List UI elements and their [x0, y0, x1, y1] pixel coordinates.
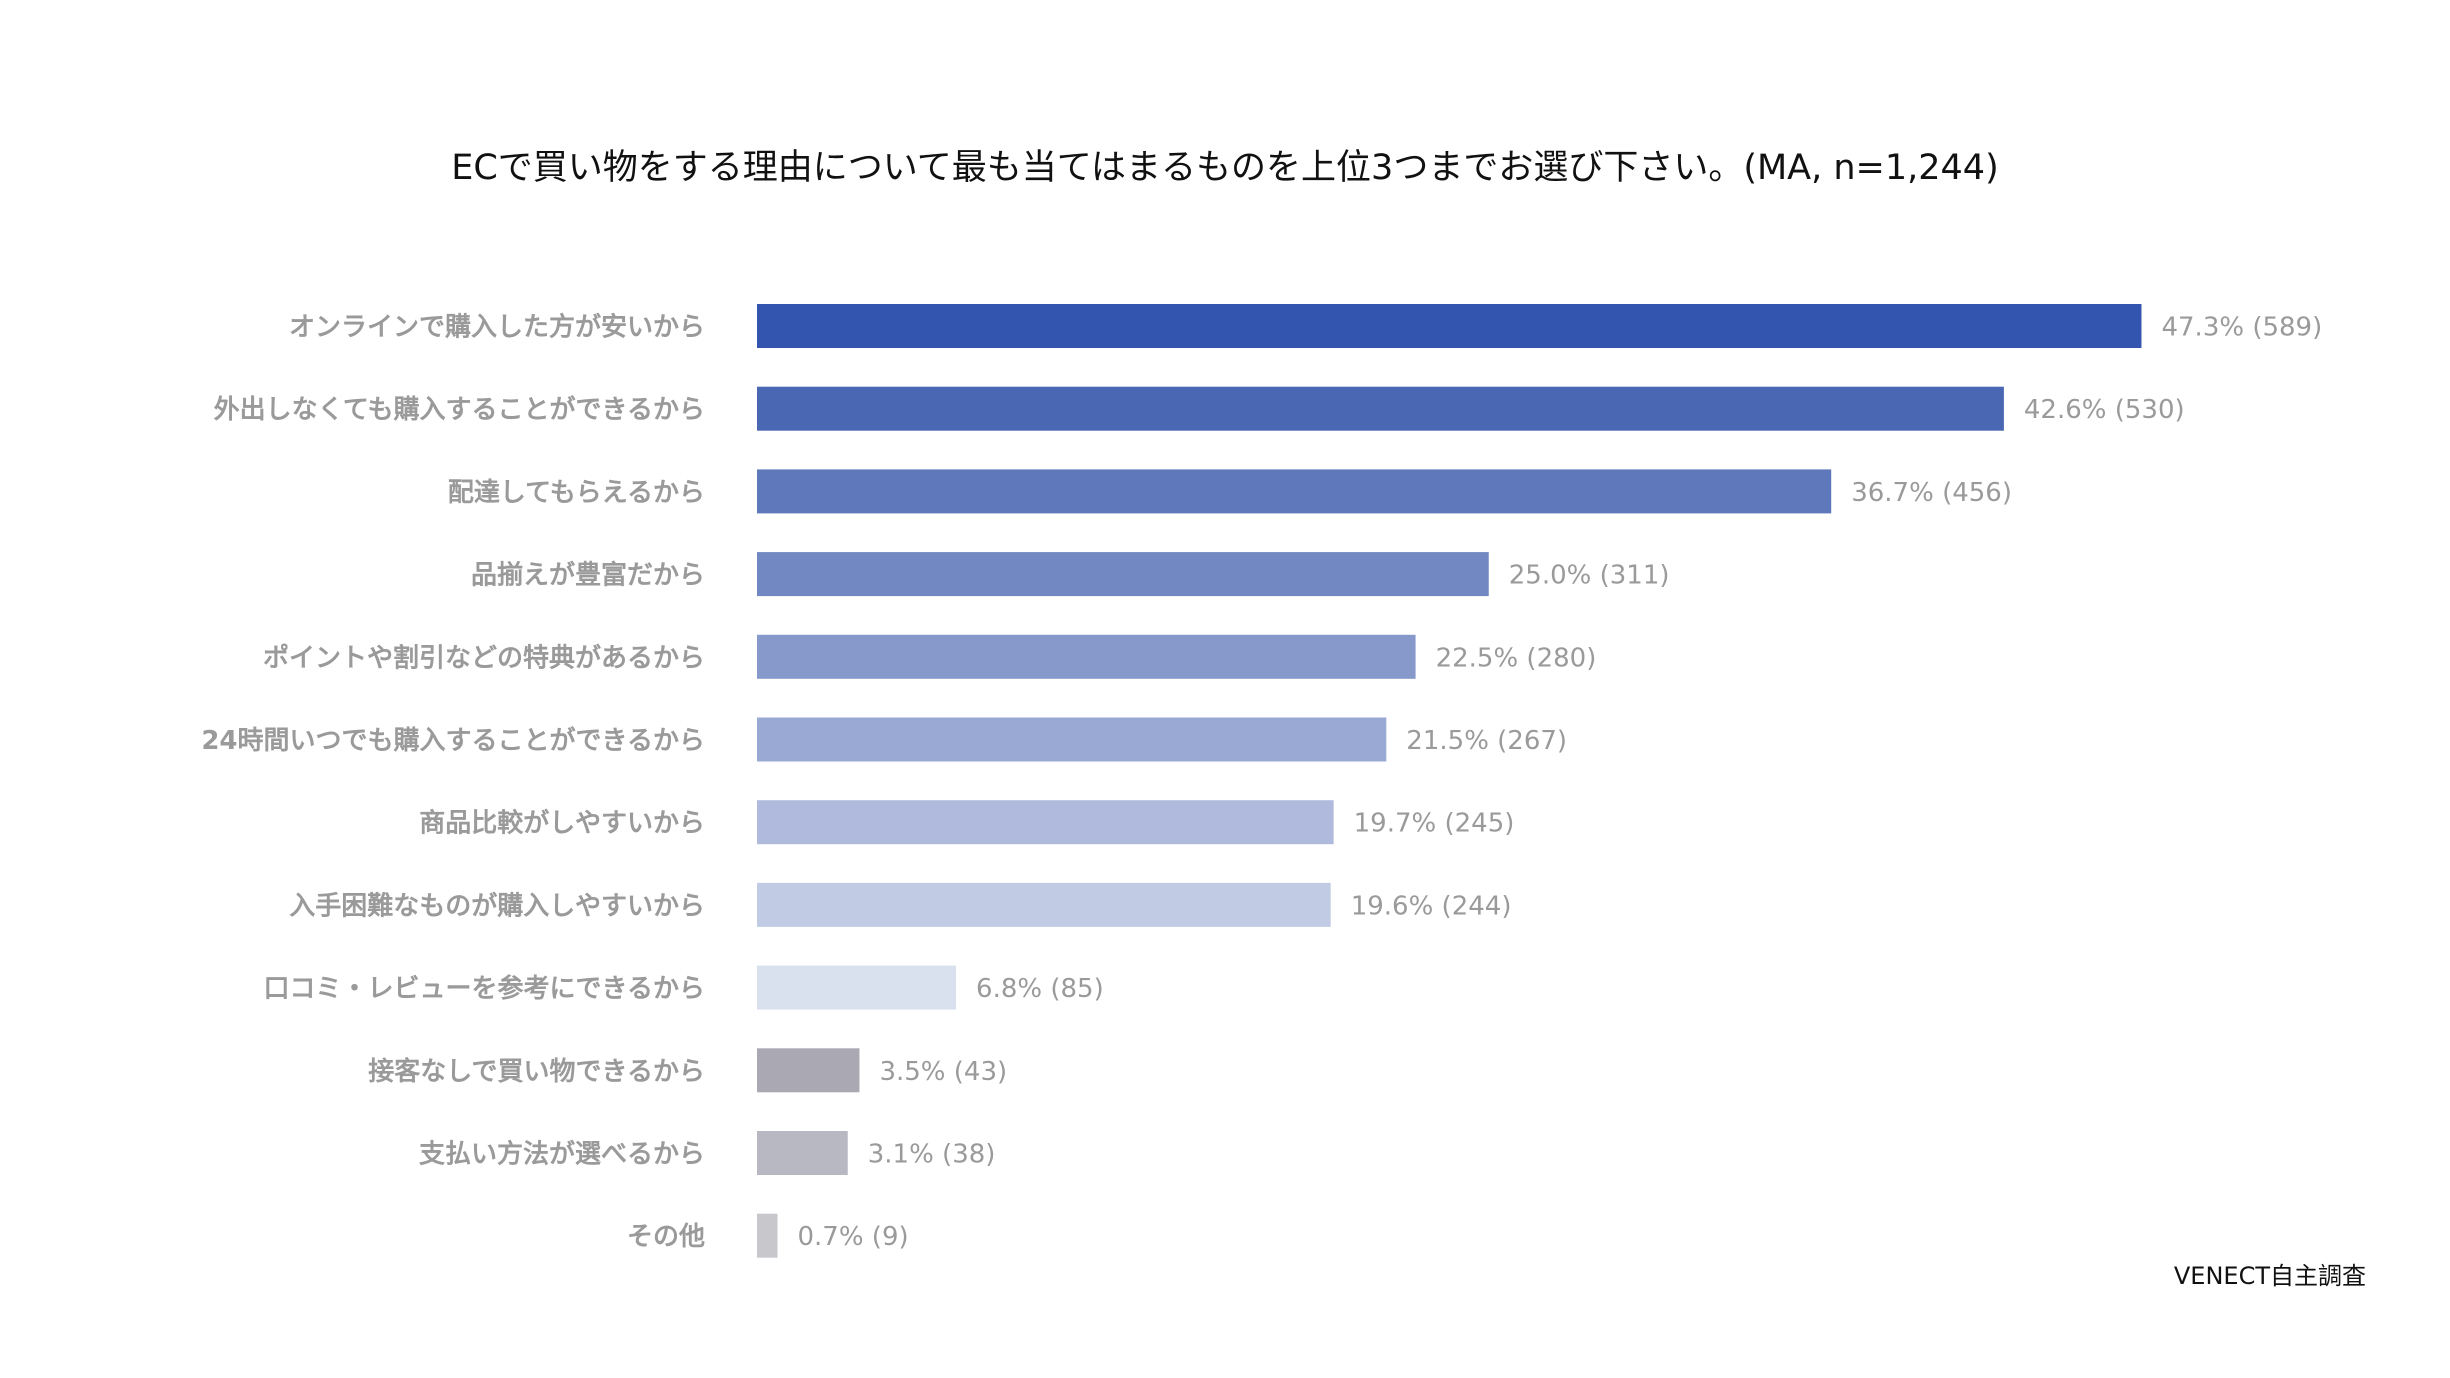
- bar: [757, 386, 2004, 431]
- category-label: ポイントや割引などの特典があるから: [263, 642, 705, 673]
- value-label: 47.3% (589): [2161, 313, 2322, 343]
- category-label: 商品比較がしやすいから: [419, 808, 705, 839]
- category-label: その他: [627, 1222, 705, 1252]
- value-label: 21.5% (267): [1406, 726, 1567, 756]
- chart-title: ECで買い物をする理由について最も当てはまるものを上位3つまでお選び下さい。(M…: [451, 148, 1998, 188]
- value-label: 19.7% (245): [1354, 809, 1515, 839]
- category-label: 接客なしで買い物できるから: [368, 1056, 705, 1087]
- value-label: 0.7% (9): [797, 1222, 908, 1252]
- bar: [757, 882, 1331, 927]
- category-label: 入手困難なものが購入しやすいから: [289, 890, 705, 921]
- category-label: 支払い方法が選べるから: [419, 1139, 705, 1170]
- source: VENECT自主調査: [2174, 1262, 2366, 1290]
- category-label: 外出しなくても購入することができるから: [214, 394, 705, 425]
- bar: [757, 552, 1489, 597]
- bar: [757, 1131, 848, 1175]
- category-label: 24時間いつでも購入することができるから: [201, 725, 705, 756]
- bar: [757, 1048, 860, 1093]
- bar: [757, 717, 1387, 762]
- value-label: 36.7% (456): [1851, 478, 2012, 508]
- value-label: 25.0% (311): [1509, 561, 1670, 591]
- value-label: 42.6% (530): [2024, 395, 2185, 425]
- bar: [757, 304, 2142, 348]
- value-label: 3.1% (38): [868, 1140, 996, 1170]
- value-label: 22.5% (280): [1436, 643, 1597, 673]
- bar: [757, 1213, 778, 1258]
- bar: [757, 800, 1334, 845]
- category-label: 配達してもらえるから: [448, 478, 705, 508]
- bar: [757, 965, 957, 1010]
- category-label: オンラインで購入した方が安いから: [289, 312, 705, 343]
- bar: [757, 469, 1832, 514]
- value-label: 19.6% (244): [1351, 891, 1512, 921]
- value-label: 3.5% (43): [879, 1057, 1007, 1087]
- value-label: 6.8% (85): [976, 974, 1104, 1004]
- bar: [757, 634, 1416, 679]
- category-label: 口コミ・レビューを参考にできるから: [264, 973, 705, 1004]
- category-label: 品揃えが豊富だから: [471, 560, 705, 591]
